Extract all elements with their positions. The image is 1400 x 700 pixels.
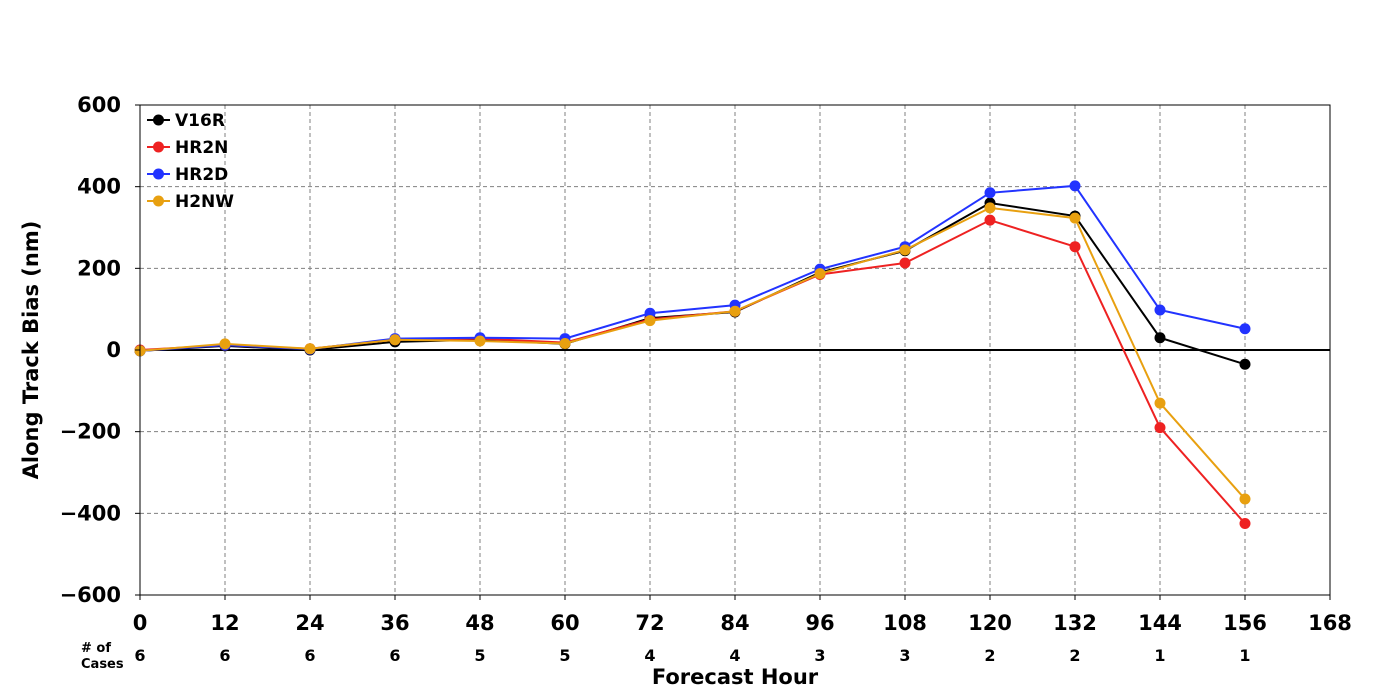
y-tick-label: 0 xyxy=(106,338,121,362)
case-count: 6 xyxy=(219,646,230,665)
x-tick-label: 96 xyxy=(805,611,834,635)
case-count: 2 xyxy=(984,646,995,665)
legend-label: HR2D xyxy=(175,165,228,185)
data-point-h2nw xyxy=(644,315,656,327)
data-point-h2nw xyxy=(219,338,231,350)
x-tick-label: 84 xyxy=(720,611,749,635)
case-count: 4 xyxy=(644,646,655,665)
data-point-hr2d xyxy=(1154,304,1166,316)
x-tick-label: 156 xyxy=(1223,611,1267,635)
data-point-v16r xyxy=(1239,358,1251,370)
x-axis-label: Forecast Hour xyxy=(652,665,819,689)
case-count: 6 xyxy=(134,646,145,665)
series-line-hr2n xyxy=(139,219,1246,525)
series-lines xyxy=(134,180,1251,530)
data-point-h2nw xyxy=(559,337,571,349)
data-point-hr2n xyxy=(1239,518,1251,530)
legend-swatch-marker xyxy=(153,114,164,126)
x-tick-label: 108 xyxy=(883,611,927,635)
cases-row: 6 6 6 6 5 5 4 4 3 3 2 2 1 1 xyxy=(134,646,1250,665)
x-tick-label: 24 xyxy=(295,611,324,635)
data-point-hr2n xyxy=(1069,241,1081,253)
x-tick-label: 12 xyxy=(210,611,239,635)
data-point-h2nw xyxy=(304,343,316,355)
x-tick-label: 48 xyxy=(465,611,494,635)
x-tick-label: 72 xyxy=(635,611,664,635)
data-point-hr2d xyxy=(984,187,996,199)
case-count: 5 xyxy=(474,646,485,665)
cases-label-line1: # of xyxy=(81,641,111,656)
data-point-h2nw xyxy=(814,268,826,280)
x-tick-label: 144 xyxy=(1138,611,1182,635)
data-point-h2nw xyxy=(1154,397,1166,409)
y-tick-label: 400 xyxy=(77,175,121,199)
case-count: 4 xyxy=(729,646,740,665)
case-count: 1 xyxy=(1239,646,1250,665)
x-tick-label: 168 xyxy=(1308,611,1352,635)
case-count: 6 xyxy=(389,646,400,665)
x-tick-label: 0 xyxy=(133,611,148,635)
legend: V16R HR2N HR2D H2NW xyxy=(147,111,234,212)
cases-label-line2: Cases xyxy=(81,657,124,672)
x-tick-label: 60 xyxy=(550,611,579,635)
legend-label: HR2N xyxy=(175,138,228,158)
case-count: 5 xyxy=(559,646,570,665)
data-point-h2nw xyxy=(389,334,401,346)
case-count: 3 xyxy=(814,646,825,665)
legend-swatch-marker xyxy=(153,168,164,180)
legend-swatch-marker xyxy=(153,141,164,153)
legend-item-v16r: V16R xyxy=(147,111,225,131)
data-point-h2nw xyxy=(1069,212,1081,224)
data-point-hr2n xyxy=(899,257,911,269)
case-count: 6 xyxy=(304,646,315,665)
data-point-h2nw xyxy=(729,305,741,317)
data-point-v16r xyxy=(1154,332,1166,344)
legend-label: H2NW xyxy=(175,192,234,212)
data-point-hr2n xyxy=(984,214,996,226)
case-count: 3 xyxy=(899,646,910,665)
data-point-h2nw xyxy=(899,244,911,256)
x-tick-labels: 0 12 24 36 48 60 72 84 96 108 120 132 144 156 168 xyxy=(133,595,1352,635)
legend-label: V16R xyxy=(175,111,225,131)
y-axis-label: Along Track Bias (nm) xyxy=(19,221,43,480)
series-h2nw xyxy=(134,202,1251,505)
series-v16r xyxy=(134,197,1251,370)
data-point-hr2d xyxy=(1069,180,1081,192)
y-tick-label: −600 xyxy=(60,583,121,607)
data-point-h2nw xyxy=(984,202,996,214)
legend-item-h2nw: H2NW xyxy=(147,192,234,212)
series-hr2n xyxy=(134,214,1251,530)
legend-item-hr2n: HR2N xyxy=(147,138,228,158)
legend-swatch-marker xyxy=(153,195,164,207)
x-tick-label: 120 xyxy=(968,611,1012,635)
case-count: 2 xyxy=(1069,646,1080,665)
data-point-hr2n xyxy=(1154,422,1166,434)
y-tick-labels: 600 400 200 0 −200 −400 −600 xyxy=(60,93,140,607)
legend-item-hr2d: HR2D xyxy=(147,165,228,185)
x-tick-label: 36 xyxy=(380,611,409,635)
y-tick-label: −400 xyxy=(60,501,121,525)
y-tick-label: 200 xyxy=(77,256,121,280)
y-tick-label: 600 xyxy=(77,93,121,117)
data-point-hr2d xyxy=(1239,323,1251,335)
data-point-h2nw xyxy=(1239,493,1251,505)
data-point-h2nw xyxy=(474,335,486,347)
y-tick-label: −200 xyxy=(60,420,121,444)
x-tick-label: 132 xyxy=(1053,611,1097,635)
series-line-h2nw xyxy=(139,206,1246,500)
case-count: 1 xyxy=(1154,646,1165,665)
